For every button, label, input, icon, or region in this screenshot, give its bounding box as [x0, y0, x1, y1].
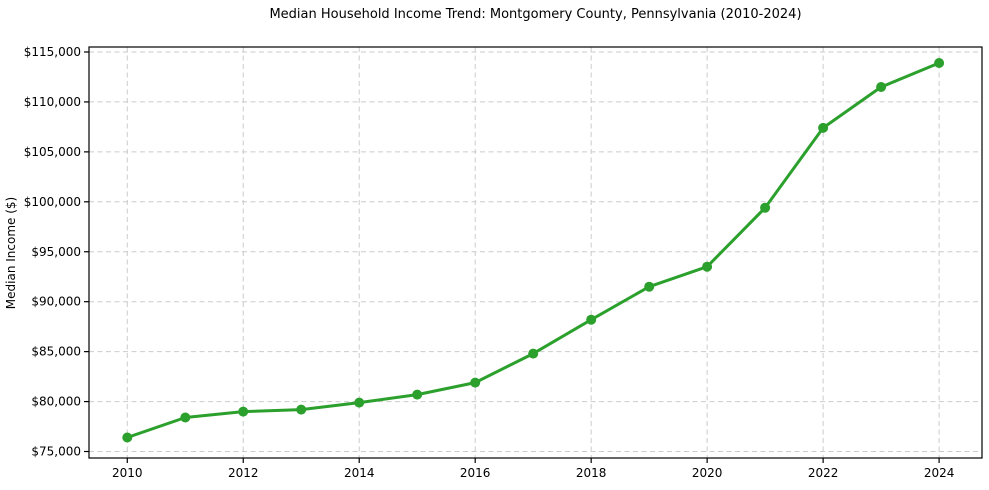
plot-frame: [88, 46, 983, 459]
data-point: [934, 58, 945, 68]
y-tick-label: $75,000: [31, 445, 81, 459]
data-point: [470, 377, 481, 388]
data-point: [238, 406, 249, 417]
x-tick-label: 2024: [924, 466, 955, 480]
x-tick-label: 2012: [228, 466, 259, 480]
y-tick-label: $95,000: [31, 245, 81, 259]
data-point: [122, 432, 133, 443]
data-point: [644, 281, 655, 292]
data-point: [702, 261, 713, 272]
y-tick-label: $105,000: [24, 145, 81, 159]
chart-title: Median Household Income Trend: Montgomer…: [269, 7, 802, 22]
y-tick-label: $100,000: [24, 195, 81, 209]
x-tick-label: 2010: [112, 466, 143, 480]
data-point: [528, 348, 539, 359]
data-point: [180, 412, 191, 423]
y-tick-label: $115,000: [24, 45, 81, 59]
y-tick-label: $110,000: [24, 95, 81, 109]
data-point: [412, 389, 423, 400]
data-point: [818, 122, 829, 133]
data-point: [354, 397, 365, 408]
x-tick-label: 2018: [576, 466, 607, 480]
data-point: [876, 82, 887, 92]
y-tick-label: $80,000: [31, 395, 81, 409]
x-tick-label: 2014: [344, 466, 375, 480]
data-point: [760, 202, 771, 213]
x-tick-label: 2020: [692, 466, 723, 480]
data-point: [586, 314, 597, 325]
data-point: [296, 404, 307, 415]
y-tick-label: $85,000: [31, 345, 81, 359]
x-tick-label: 2016: [460, 466, 491, 480]
y-tick-label: $90,000: [31, 295, 81, 309]
x-tick-label: 2022: [808, 466, 839, 480]
trend-line: [125, 61, 941, 439]
